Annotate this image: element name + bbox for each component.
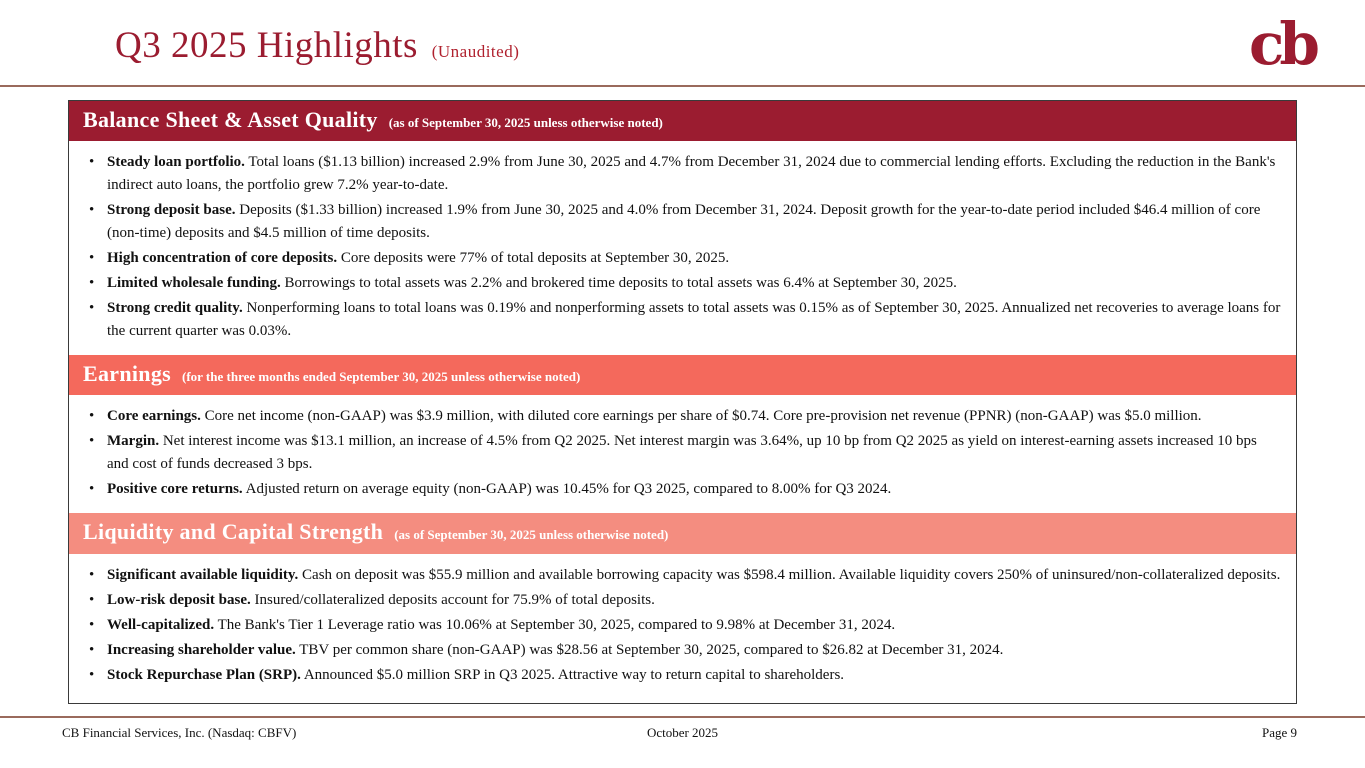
bullet-item: Stock Repurchase Plan (SRP). Announced $… [83,664,1282,687]
section-subtitle: (as of September 30, 2025 unless otherwi… [388,115,663,130]
bullet-text: Borrowings to total assets was 2.2% and … [284,275,957,292]
bullet-text: Cash on deposit was $55.9 million and av… [302,566,1281,583]
bullet-lead: Well-capitalized. [107,616,215,633]
bullet-item: High concentration of core deposits. Cor… [83,247,1282,270]
bullet-text: Core deposits were 77% of total deposits… [340,250,730,267]
bullet-text: Announced $5.0 million SRP in Q3 2025. A… [303,666,845,683]
bullet-text: Core net income (non-GAAP) was $3.9 mill… [204,408,1202,425]
bullet-text: Deposits ($1.33 billion) increased 1.9% … [107,202,1261,242]
bullet-item: Significant available liquidity. Cash on… [83,564,1282,587]
bullet-list-balance-sheet: Steady loan portfolio. Total loans ($1.1… [69,141,1296,355]
bullet-lead: Stock Repurchase Plan (SRP). [107,666,301,683]
bullet-lead: High concentration of core deposits. [107,250,338,267]
footer-date: October 2025 [646,725,719,740]
bullet-item: Increasing shareholder value. TBV per co… [83,639,1282,662]
bullet-item: Well-capitalized. The Bank's Tier 1 Leve… [83,614,1282,637]
footer-company: CB Financial Services, Inc. (Nasdaq: CBF… [62,725,297,740]
cb-logo: cb [1247,10,1331,78]
section-header-earnings: Earnings (for the three months ended Sep… [69,355,1296,396]
bullet-item: Low-risk deposit base. Insured/collatera… [83,589,1282,612]
bullet-lead: Margin. [107,433,160,450]
section-header-liquidity-capital: Liquidity and Capital Strength (as of Se… [69,513,1296,554]
cb-logo-icon: cb [1249,10,1323,78]
footer-page-number: Page 9 [1261,725,1297,740]
bullet-lead: Strong credit quality. [107,300,243,317]
bullet-lead: Limited wholesale funding. [107,275,281,292]
section-balance-sheet: Balance Sheet & Asset Quality (as of Sep… [69,101,1296,355]
bullet-item: Strong credit quality. Nonperforming loa… [83,297,1282,343]
bullet-item: Limited wholesale funding. Borrowings to… [83,272,1282,295]
bullet-text: Nonperforming loans to total loans was 0… [107,300,1281,340]
section-header-balance-sheet: Balance Sheet & Asset Quality (as of Sep… [69,101,1296,142]
bullet-text: Net interest income was $13.1 million, a… [107,433,1257,473]
bullet-item: Positive core returns. Adjusted return o… [83,478,1282,501]
bullet-lead: Core earnings. [107,408,201,425]
bullet-text: Insured/collateralized deposits account … [254,591,655,608]
bullet-item: Strong deposit base. Deposits ($1.33 bil… [83,199,1282,245]
slide-header: Q3 2025 Highlights (Unaudited) cb [0,0,1365,87]
bullet-text: Adjusted return on average equity (non-G… [245,481,892,498]
section-earnings: Earnings (for the three months ended Sep… [69,355,1296,513]
bullet-lead: Positive core returns. [107,481,243,498]
content-box: Balance Sheet & Asset Quality (as of Sep… [68,100,1297,704]
bullet-lead: Steady loan portfolio. [107,154,245,171]
page-title: Q3 2025 Highlights (Unaudited) [115,24,519,67]
bullet-list-earnings: Core earnings. Core net income (non-GAAP… [69,395,1296,513]
bullet-item: Steady loan portfolio. Total loans ($1.1… [83,151,1282,197]
bullet-item: Core earnings. Core net income (non-GAAP… [83,405,1282,428]
bullet-lead: Strong deposit base. [107,202,236,219]
bullet-text: The Bank's Tier 1 Leverage ratio was 10.… [217,616,896,633]
section-title: Earnings [83,361,171,387]
section-title: Balance Sheet & Asset Quality [83,107,378,132]
bullet-lead: Low-risk deposit base. [107,591,251,608]
bullet-lead: Increasing shareholder value. [107,641,296,658]
section-liquidity-capital: Liquidity and Capital Strength (as of Se… [69,513,1296,698]
bullet-text: TBV per common share (non-GAAP) was $28.… [299,641,1004,658]
bullet-text: Total loans ($1.13 billion) increased 2.… [107,154,1276,194]
section-subtitle: (for the three months ended September 30… [181,369,581,385]
page-title-suffix: (Unaudited) [431,42,520,61]
section-subtitle: (as of September 30, 2025 unless otherwi… [394,527,669,543]
svg-text:cb: cb [1249,16,1318,76]
bullet-lead: Significant available liquidity. [107,566,299,583]
page-title-text: Q3 2025 Highlights [115,25,418,66]
slide-footer: CB Financial Services, Inc. (Nasdaq: CBF… [0,716,1365,768]
bullet-item: Margin. Net interest income was $13.1 mi… [83,430,1282,476]
bullet-list-liquidity-capital: Significant available liquidity. Cash on… [69,554,1296,699]
section-title: Liquidity and Capital Strength [83,519,384,545]
